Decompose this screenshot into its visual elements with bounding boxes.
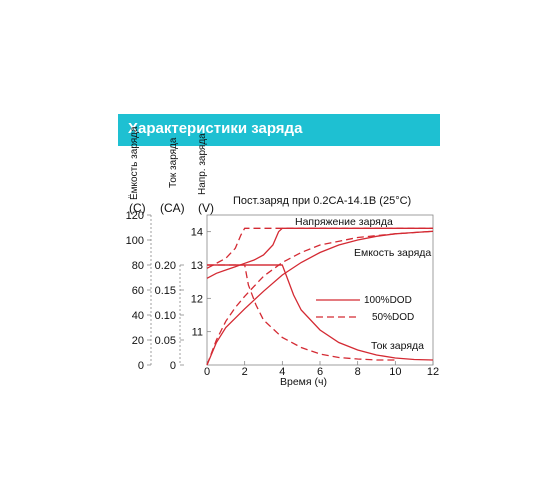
x-axis-label: Время (ч) xyxy=(280,376,327,388)
voltage-tick-label: 14 xyxy=(191,227,203,239)
x-tick-label: 0 xyxy=(204,366,210,378)
legend-label-100dod: 100%DOD xyxy=(364,295,412,306)
legend: 100%DOD 50%DOD xyxy=(316,295,414,323)
x-tick-label: 4 xyxy=(279,366,285,378)
x-tick-label: 2 xyxy=(242,366,248,378)
current-tick-label: 0.20 xyxy=(155,260,176,272)
capacity-tick-label: 0 xyxy=(138,360,144,372)
capacity-axis-unit: (C) xyxy=(129,201,146,215)
current-axis-name: Ток заряда xyxy=(168,137,179,188)
current-tick-label: 0.10 xyxy=(155,310,176,322)
current-curve-100dod xyxy=(207,264,434,361)
voltage-tick-label: 13 xyxy=(191,260,203,272)
voltage-axis-unit: (V) xyxy=(198,201,214,215)
legend-label-50dod: 50%DOD xyxy=(372,312,414,323)
x-tick-label: 10 xyxy=(389,366,401,378)
capacity-axis-name: Ёмкость заряда xyxy=(128,126,140,200)
capacity-tick-label: 80 xyxy=(132,260,144,272)
current-curve-50dod xyxy=(207,264,396,361)
capacity-annotation: Емкость заряда xyxy=(354,247,431,259)
voltage-tick-label: 11 xyxy=(192,327,203,339)
voltage-curve-50dod xyxy=(206,227,433,269)
current-axis-unit: (CA) xyxy=(160,201,185,215)
x-tick-label: 12 xyxy=(427,366,439,378)
banner: Характеристики заряда xyxy=(118,114,440,146)
current-tick-label: 0.15 xyxy=(155,285,176,297)
capacity-tick-label: 40 xyxy=(132,310,144,322)
current-tick-label: 0.05 xyxy=(155,335,176,347)
banner-title: Характеристики заряда xyxy=(128,120,303,137)
capacity-tick-label: 60 xyxy=(132,285,144,297)
x-tick-label: 8 xyxy=(355,366,361,378)
x-tick-label: 6 xyxy=(317,366,323,378)
voltage-annotation: Напряжение заряда xyxy=(295,216,393,228)
current-tick-label: 0 xyxy=(170,360,176,372)
capacity-tick-label: 20 xyxy=(132,335,144,347)
capacity-tick-label: 120 xyxy=(126,210,144,222)
capacity-tick-label: 100 xyxy=(126,235,144,247)
chart-title: Пост.заряд при 0.2CA-14.1B (25°C) xyxy=(233,195,411,207)
capacity-curve-50dod xyxy=(206,230,434,366)
current-annotation: Ток заряда xyxy=(371,340,424,352)
voltage-axis-name: Напр. заряда xyxy=(197,133,208,195)
voltage-curve-100dod xyxy=(206,227,433,279)
voltage-tick-label: 12 xyxy=(191,293,203,305)
